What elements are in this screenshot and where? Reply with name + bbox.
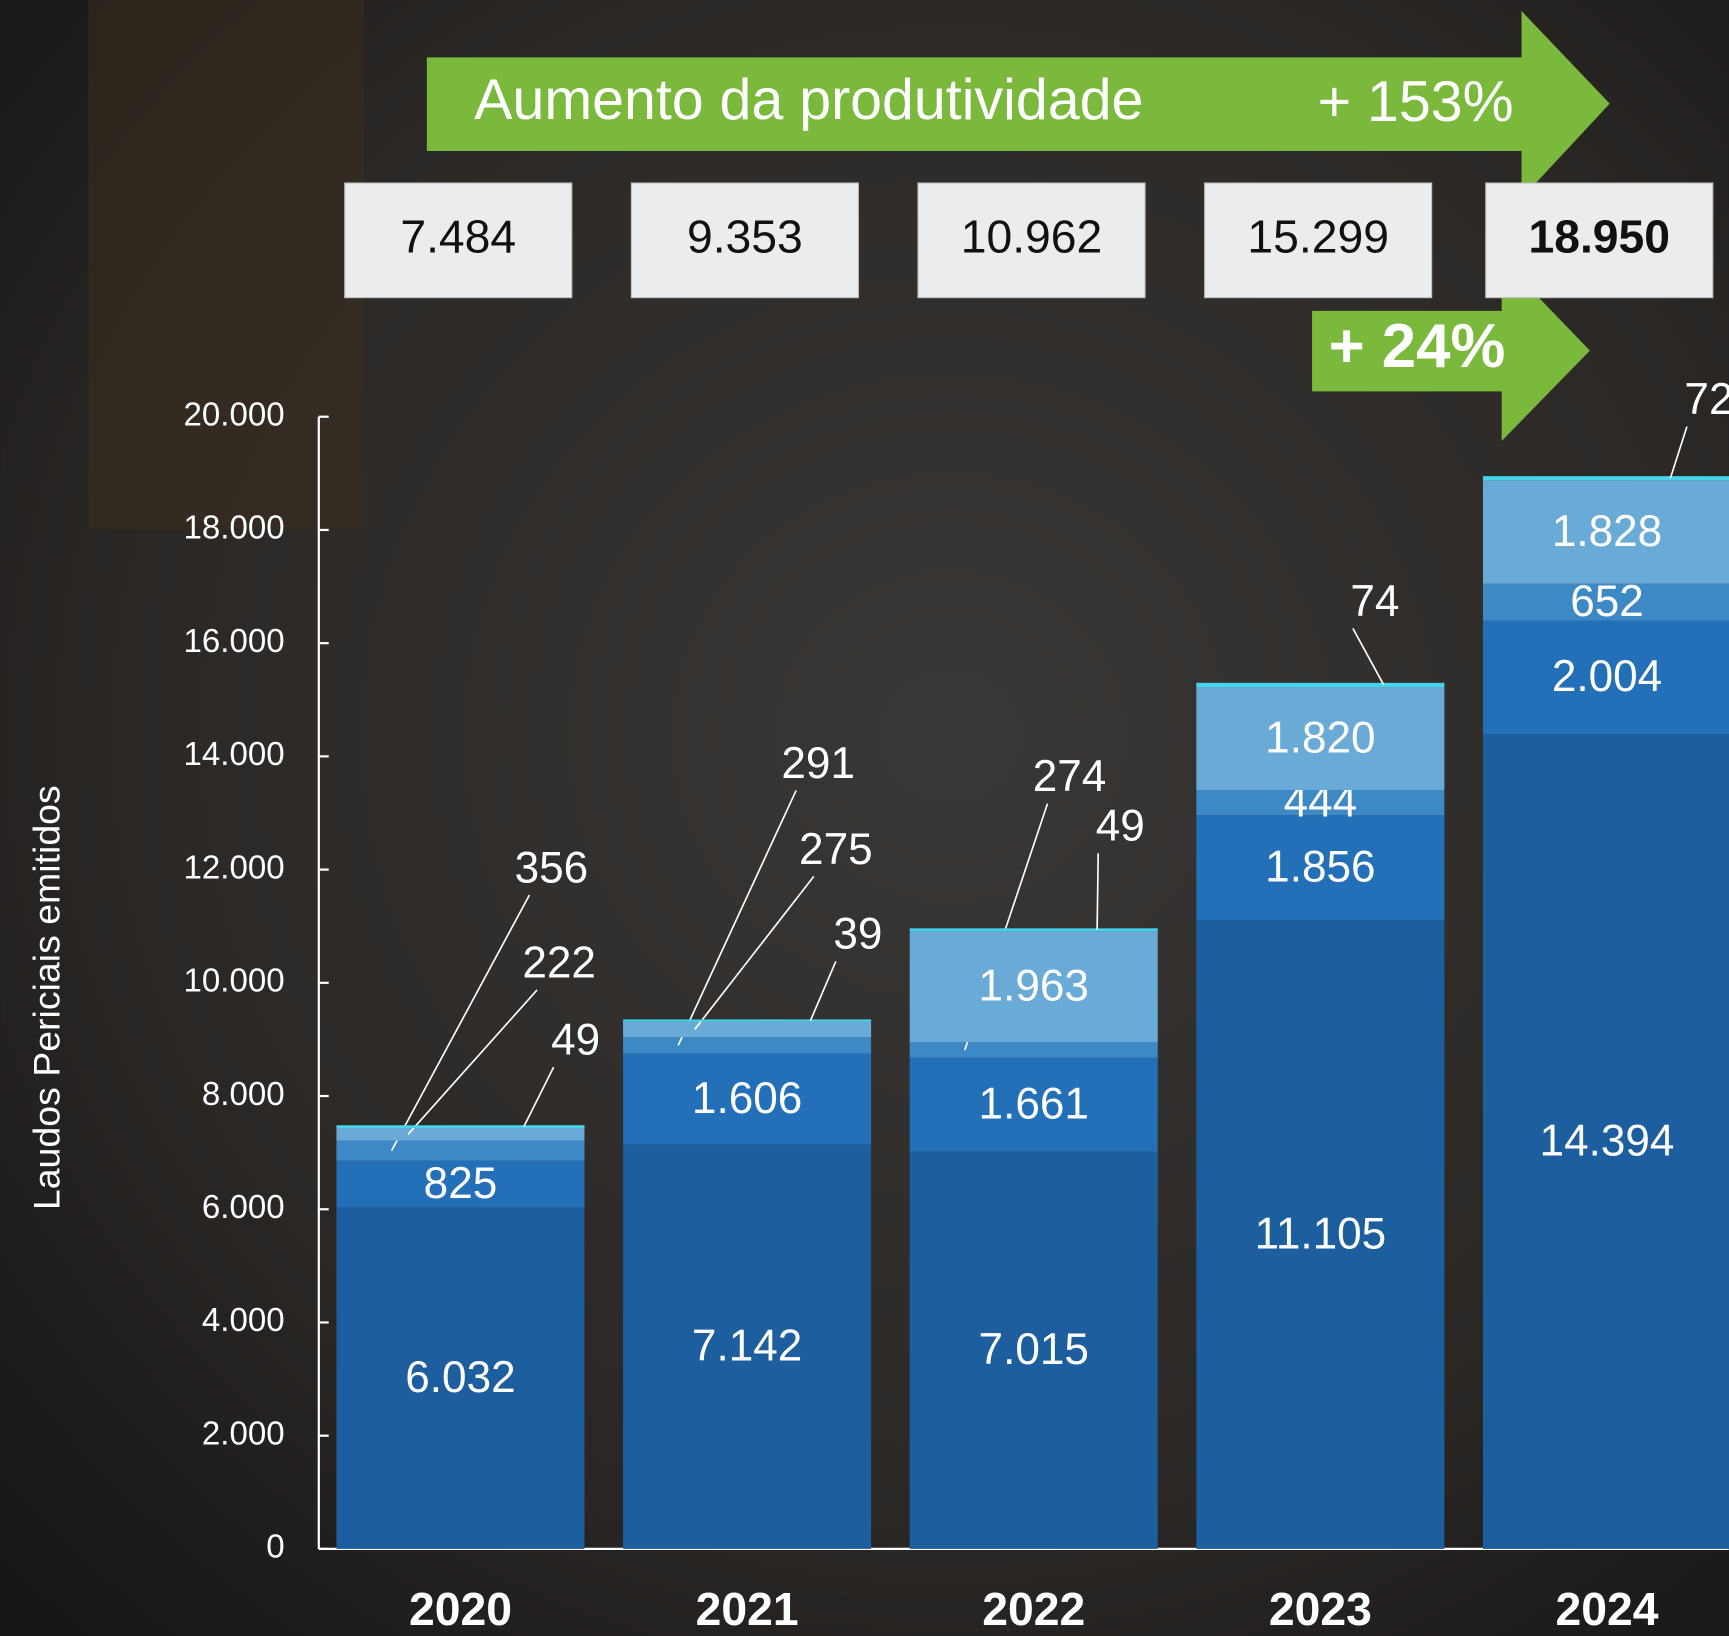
- bar-segment: [336, 1141, 584, 1161]
- x-tick-label: 2023: [1269, 1583, 1372, 1635]
- value-label: 356: [515, 844, 589, 893]
- bar-segment: [623, 1037, 871, 1053]
- chart: Aumento da produtividade + 153% + 24% La…: [0, 0, 1729, 1636]
- y-tick-label: 0: [266, 1529, 284, 1566]
- banner-text: Aumento da produtividade: [474, 68, 1143, 132]
- x-tick-label: 2024: [1555, 1583, 1658, 1635]
- bar-segment: [623, 1022, 871, 1038]
- bar-segment: [1483, 476, 1729, 480]
- value-label: 291: [781, 739, 855, 788]
- value-label: 74: [1350, 577, 1399, 626]
- value-label: 6.032: [405, 1353, 515, 1402]
- value-label: 1.856: [1265, 843, 1375, 892]
- value-label: 1.828: [1552, 507, 1662, 556]
- bar-segment: [1196, 683, 1444, 687]
- change-text: + 24%: [1329, 312, 1506, 381]
- bar-segment: [623, 1019, 871, 1021]
- y-axis-label: Laudos Periciais emitidos: [26, 785, 68, 1210]
- y-tick-label: 4.000: [202, 1302, 285, 1339]
- value-label: 2.004: [1552, 652, 1662, 701]
- value-label: 825: [424, 1159, 498, 1208]
- total-label: 18.950: [1528, 211, 1670, 263]
- value-label: 652: [1570, 577, 1644, 626]
- value-label: 274: [1033, 752, 1107, 801]
- total-label: 7.484: [400, 211, 516, 263]
- background-shape: [88, 0, 364, 529]
- x-tick-label: 2020: [409, 1583, 512, 1635]
- value-label: 39: [833, 910, 882, 959]
- y-tick-label: 8.000: [202, 1076, 285, 1113]
- value-label: 7.142: [692, 1322, 802, 1371]
- total-label: 15.299: [1247, 211, 1389, 263]
- value-label: 7.015: [979, 1325, 1089, 1374]
- y-tick-label: 16.000: [183, 623, 284, 660]
- bar-segment: [910, 928, 1158, 931]
- value-label: 14.394: [1540, 1116, 1675, 1165]
- value-label: 49: [1096, 802, 1145, 851]
- value-label: 72: [1684, 375, 1729, 424]
- value-label: 49: [551, 1016, 600, 1065]
- bar-segment: [336, 1128, 584, 1141]
- x-tick-label: 2022: [982, 1583, 1085, 1635]
- y-tick-label: 12.000: [183, 849, 284, 886]
- value-label: 1.606: [692, 1074, 802, 1123]
- total-label: 9.353: [687, 211, 803, 263]
- value-label: 1.661: [979, 1080, 1089, 1129]
- value-label: 275: [799, 825, 873, 874]
- bar-segment: [910, 1042, 1158, 1058]
- bar-segment: [336, 1125, 584, 1128]
- leader-line: [1097, 853, 1098, 929]
- y-tick-label: 14.000: [183, 736, 284, 773]
- value-label: 1.963: [979, 962, 1089, 1011]
- banner-change: + 153%: [1318, 70, 1514, 134]
- y-tick-label: 2.000: [202, 1415, 285, 1452]
- value-label: 222: [522, 938, 596, 987]
- y-tick-label: 20.000: [183, 396, 284, 433]
- y-tick-label: 18.000: [183, 510, 284, 547]
- total-label: 10.962: [961, 211, 1103, 263]
- value-label: 1.820: [1265, 713, 1375, 762]
- page: {"chart_data": { "type": "stacked_bar", …: [0, 0, 1729, 1636]
- value-label: 11.105: [1255, 1209, 1387, 1258]
- x-tick-label: 2021: [696, 1583, 799, 1635]
- y-tick-label: 6.000: [202, 1189, 285, 1226]
- y-tick-label: 10.000: [183, 963, 284, 1000]
